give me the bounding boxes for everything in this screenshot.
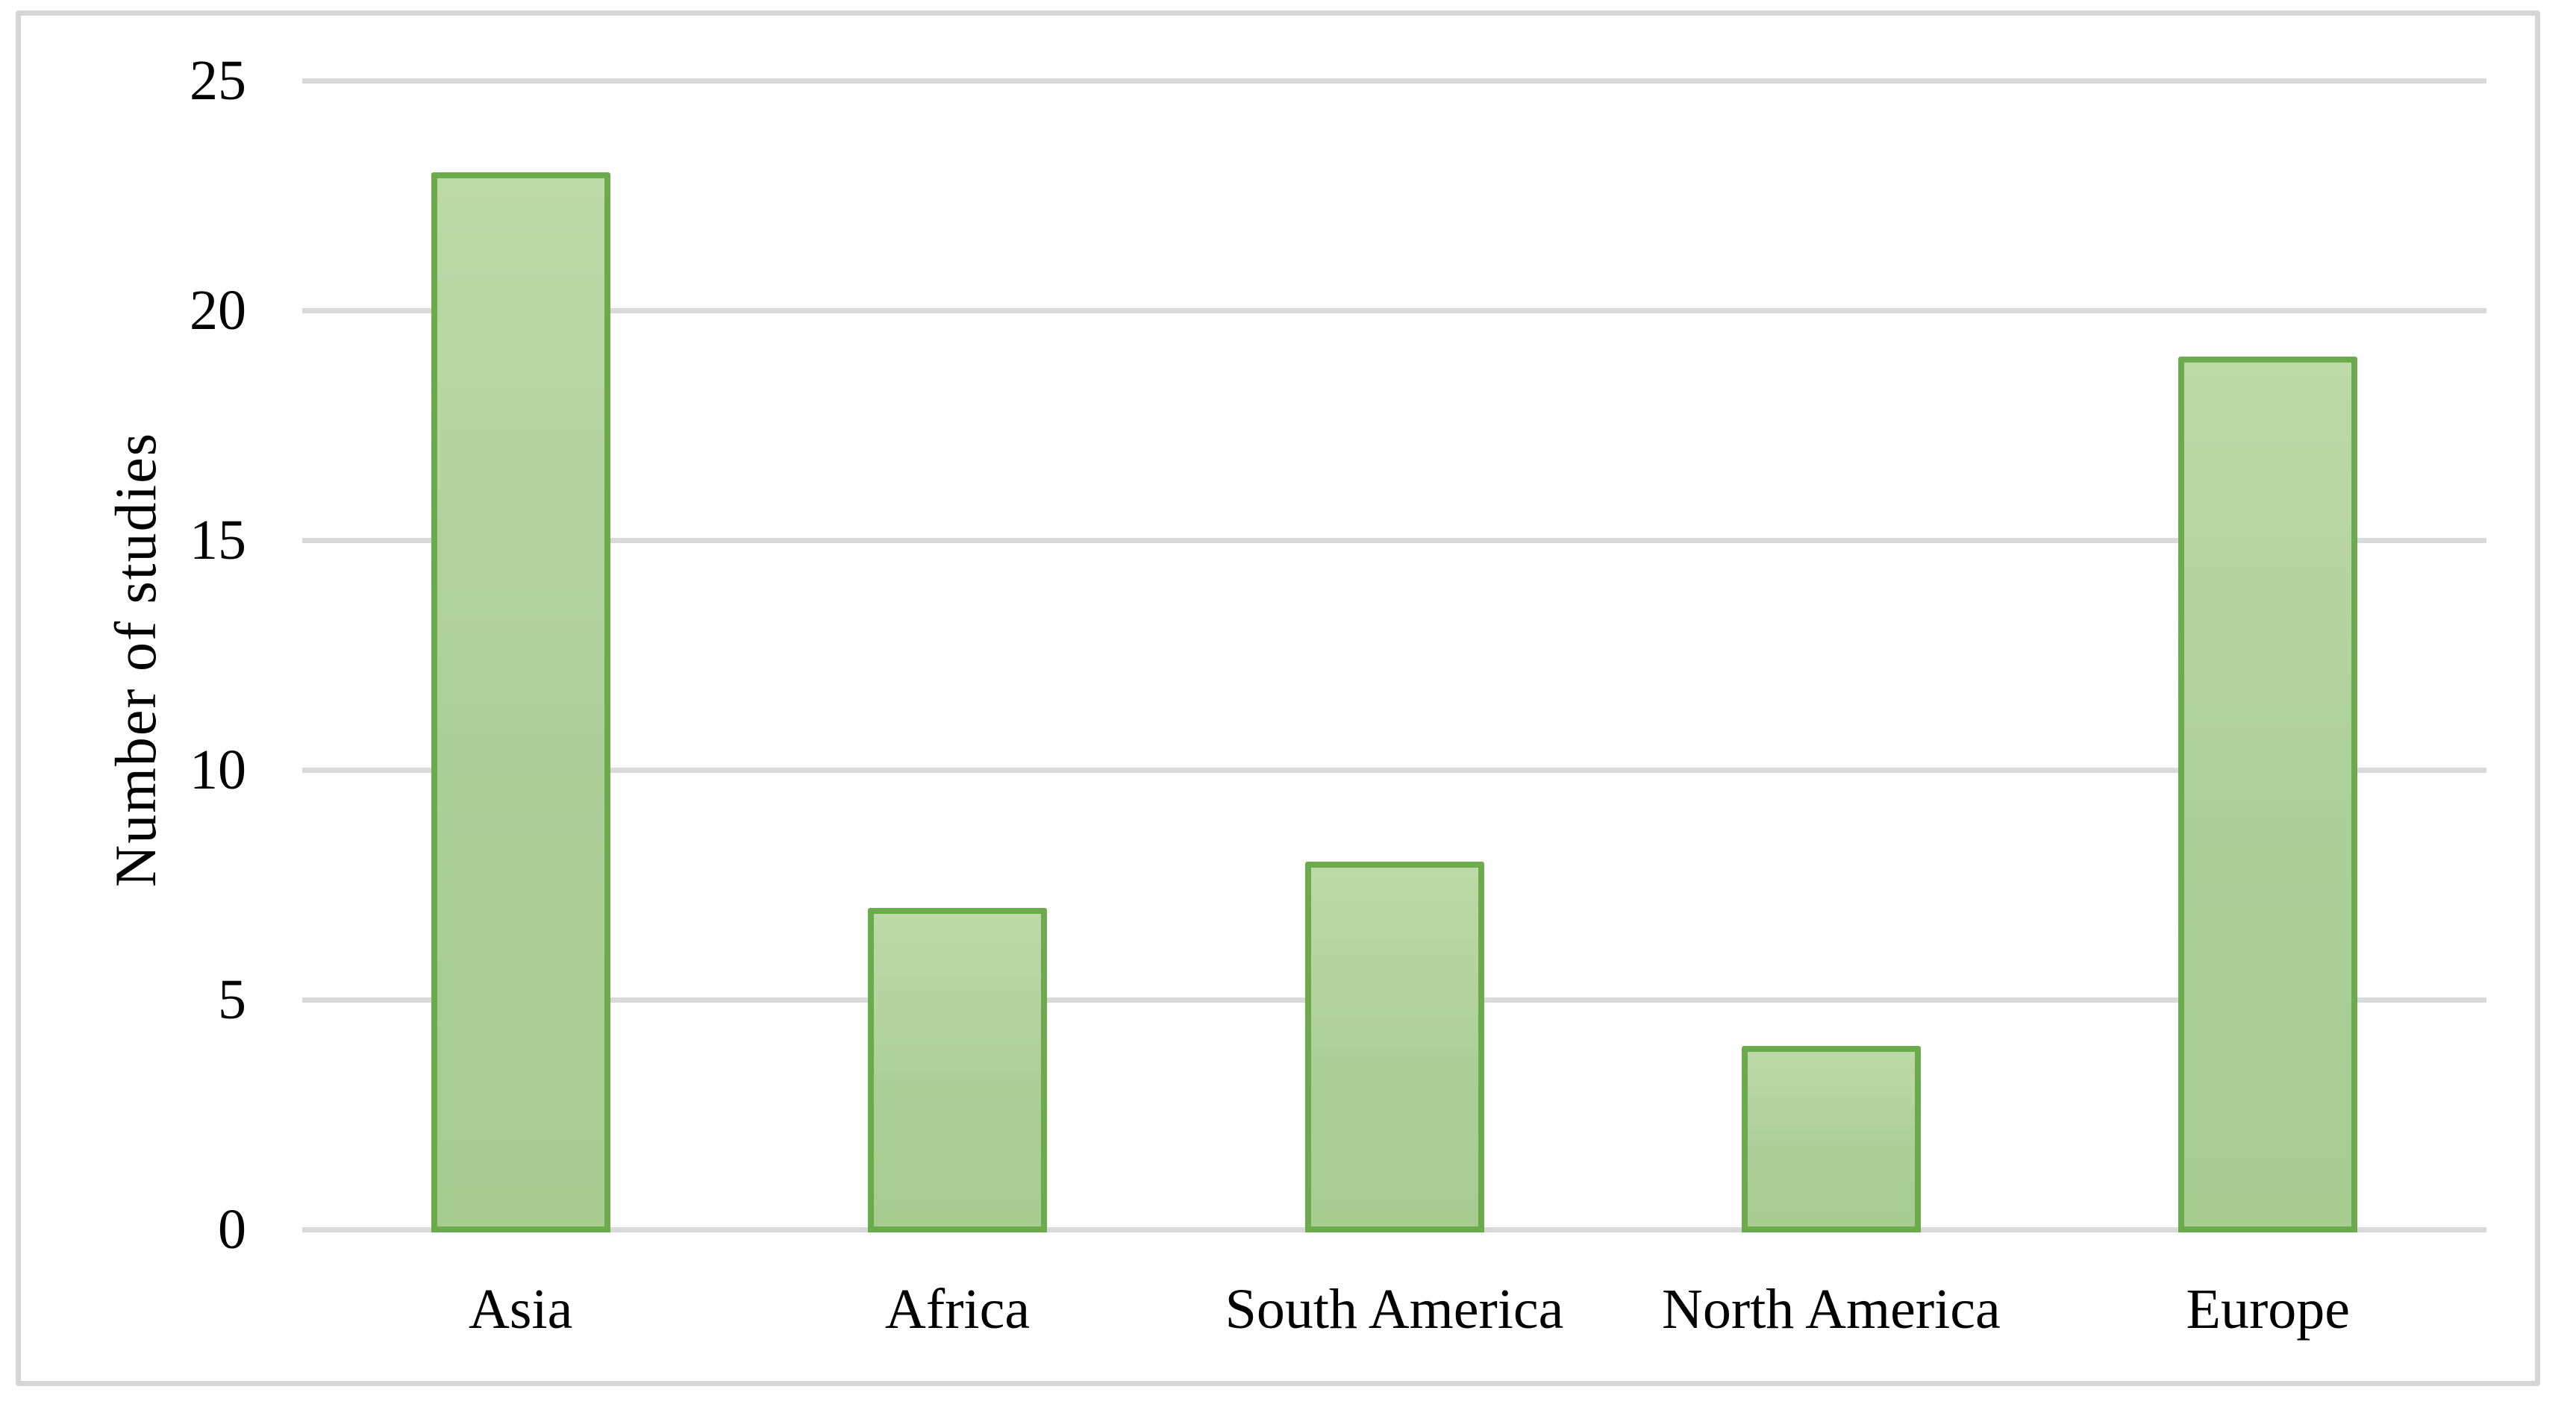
x-category-label-africa: Africa — [885, 1278, 1031, 1341]
y-axis-title-text: Number of studies — [103, 431, 168, 888]
y-tick-label-20: 20 — [190, 279, 246, 342]
y-tick-label-10: 10 — [190, 739, 246, 801]
y-tick-label-25: 25 — [190, 49, 246, 112]
gridline-y-25 — [302, 78, 2486, 84]
gridline-y-15 — [302, 537, 2486, 543]
y-tick-label-5: 5 — [218, 968, 246, 1031]
gridline-y-20 — [302, 307, 2486, 313]
x-category-label-north-america: North America — [1662, 1278, 2001, 1341]
x-category-label-europe: Europe — [2186, 1278, 2351, 1341]
bar-south-america — [1304, 862, 1484, 1233]
bar-africa — [868, 907, 1048, 1233]
gridline-y-10 — [302, 767, 2486, 773]
x-category-label-asia: Asia — [469, 1278, 573, 1341]
bar-asia — [431, 172, 610, 1233]
chart-outer-border — [16, 10, 2540, 1386]
y-tick-label-0: 0 — [218, 1198, 246, 1261]
bar-north-america — [1741, 1045, 1921, 1233]
bar-europe — [2178, 356, 2358, 1233]
y-tick-label-15: 15 — [190, 509, 246, 571]
x-category-label-south-america: South America — [1225, 1278, 1564, 1341]
